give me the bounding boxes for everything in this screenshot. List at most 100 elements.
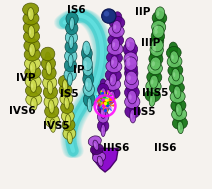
- Ellipse shape: [23, 12, 39, 25]
- Ellipse shape: [105, 69, 121, 81]
- Ellipse shape: [69, 36, 74, 49]
- Text: IIIP: IIIP: [141, 38, 160, 47]
- Ellipse shape: [66, 22, 78, 35]
- Ellipse shape: [45, 52, 51, 65]
- Ellipse shape: [64, 59, 77, 72]
- Ellipse shape: [173, 72, 175, 77]
- Ellipse shape: [151, 79, 153, 84]
- Ellipse shape: [60, 93, 73, 105]
- Ellipse shape: [70, 40, 71, 45]
- Ellipse shape: [147, 71, 162, 84]
- Circle shape: [102, 9, 116, 23]
- Ellipse shape: [93, 140, 99, 150]
- Ellipse shape: [101, 110, 103, 115]
- Ellipse shape: [170, 51, 179, 63]
- Ellipse shape: [68, 45, 73, 58]
- Ellipse shape: [98, 111, 109, 123]
- Ellipse shape: [64, 68, 76, 81]
- Ellipse shape: [125, 105, 140, 118]
- Ellipse shape: [29, 29, 31, 35]
- Ellipse shape: [168, 64, 183, 77]
- Ellipse shape: [171, 54, 174, 60]
- Ellipse shape: [83, 82, 94, 97]
- Ellipse shape: [49, 104, 51, 109]
- Ellipse shape: [31, 98, 37, 110]
- Ellipse shape: [91, 144, 103, 154]
- Ellipse shape: [127, 61, 130, 66]
- Ellipse shape: [23, 3, 39, 16]
- Ellipse shape: [29, 43, 35, 56]
- Ellipse shape: [169, 73, 184, 85]
- Text: IIS6: IIS6: [154, 143, 177, 153]
- Ellipse shape: [155, 7, 165, 20]
- Ellipse shape: [169, 82, 184, 94]
- Ellipse shape: [110, 65, 117, 77]
- Ellipse shape: [150, 66, 154, 71]
- Ellipse shape: [151, 30, 165, 43]
- Ellipse shape: [130, 109, 136, 123]
- Ellipse shape: [65, 31, 78, 44]
- Ellipse shape: [149, 94, 155, 107]
- Ellipse shape: [148, 62, 162, 75]
- Text: IIS5: IIS5: [134, 107, 156, 116]
- Ellipse shape: [81, 46, 92, 60]
- Ellipse shape: [28, 16, 34, 29]
- Ellipse shape: [41, 47, 55, 61]
- Ellipse shape: [124, 86, 139, 99]
- Text: IVS6: IVS6: [8, 106, 35, 115]
- Ellipse shape: [30, 88, 37, 101]
- Text: IIP: IIP: [135, 7, 151, 17]
- Ellipse shape: [112, 60, 114, 65]
- Ellipse shape: [98, 83, 109, 96]
- Ellipse shape: [83, 93, 95, 107]
- Ellipse shape: [47, 71, 52, 84]
- Text: IIIS6: IIIS6: [103, 143, 130, 153]
- Ellipse shape: [83, 62, 93, 76]
- Ellipse shape: [172, 108, 187, 121]
- Ellipse shape: [45, 114, 60, 128]
- Ellipse shape: [29, 53, 36, 65]
- Ellipse shape: [25, 57, 40, 70]
- Ellipse shape: [109, 95, 112, 100]
- Ellipse shape: [43, 76, 57, 89]
- Ellipse shape: [127, 75, 131, 81]
- Ellipse shape: [125, 38, 135, 51]
- Ellipse shape: [46, 62, 52, 75]
- Ellipse shape: [109, 91, 115, 104]
- Ellipse shape: [101, 124, 105, 137]
- Ellipse shape: [169, 42, 178, 55]
- Ellipse shape: [88, 136, 101, 146]
- Ellipse shape: [172, 68, 180, 81]
- Ellipse shape: [176, 107, 179, 112]
- Ellipse shape: [123, 43, 138, 56]
- Ellipse shape: [111, 47, 119, 60]
- Ellipse shape: [150, 66, 159, 79]
- Ellipse shape: [25, 75, 41, 88]
- Ellipse shape: [48, 85, 50, 90]
- Ellipse shape: [107, 43, 123, 55]
- Ellipse shape: [29, 11, 31, 16]
- Ellipse shape: [24, 30, 40, 43]
- Ellipse shape: [61, 101, 74, 114]
- Ellipse shape: [68, 64, 73, 77]
- Ellipse shape: [24, 39, 40, 52]
- Ellipse shape: [98, 159, 100, 163]
- Ellipse shape: [70, 17, 74, 30]
- Ellipse shape: [85, 77, 92, 91]
- Ellipse shape: [106, 60, 122, 73]
- Ellipse shape: [102, 128, 103, 133]
- Ellipse shape: [83, 72, 93, 86]
- Ellipse shape: [174, 95, 181, 107]
- Ellipse shape: [126, 56, 130, 61]
- Ellipse shape: [151, 39, 163, 52]
- Ellipse shape: [67, 132, 72, 144]
- Ellipse shape: [113, 24, 116, 29]
- Ellipse shape: [111, 38, 120, 51]
- Ellipse shape: [152, 47, 156, 53]
- Ellipse shape: [173, 77, 180, 90]
- Ellipse shape: [113, 42, 115, 47]
- Ellipse shape: [86, 88, 92, 102]
- Ellipse shape: [150, 75, 158, 88]
- Ellipse shape: [63, 83, 65, 88]
- Ellipse shape: [100, 88, 106, 100]
